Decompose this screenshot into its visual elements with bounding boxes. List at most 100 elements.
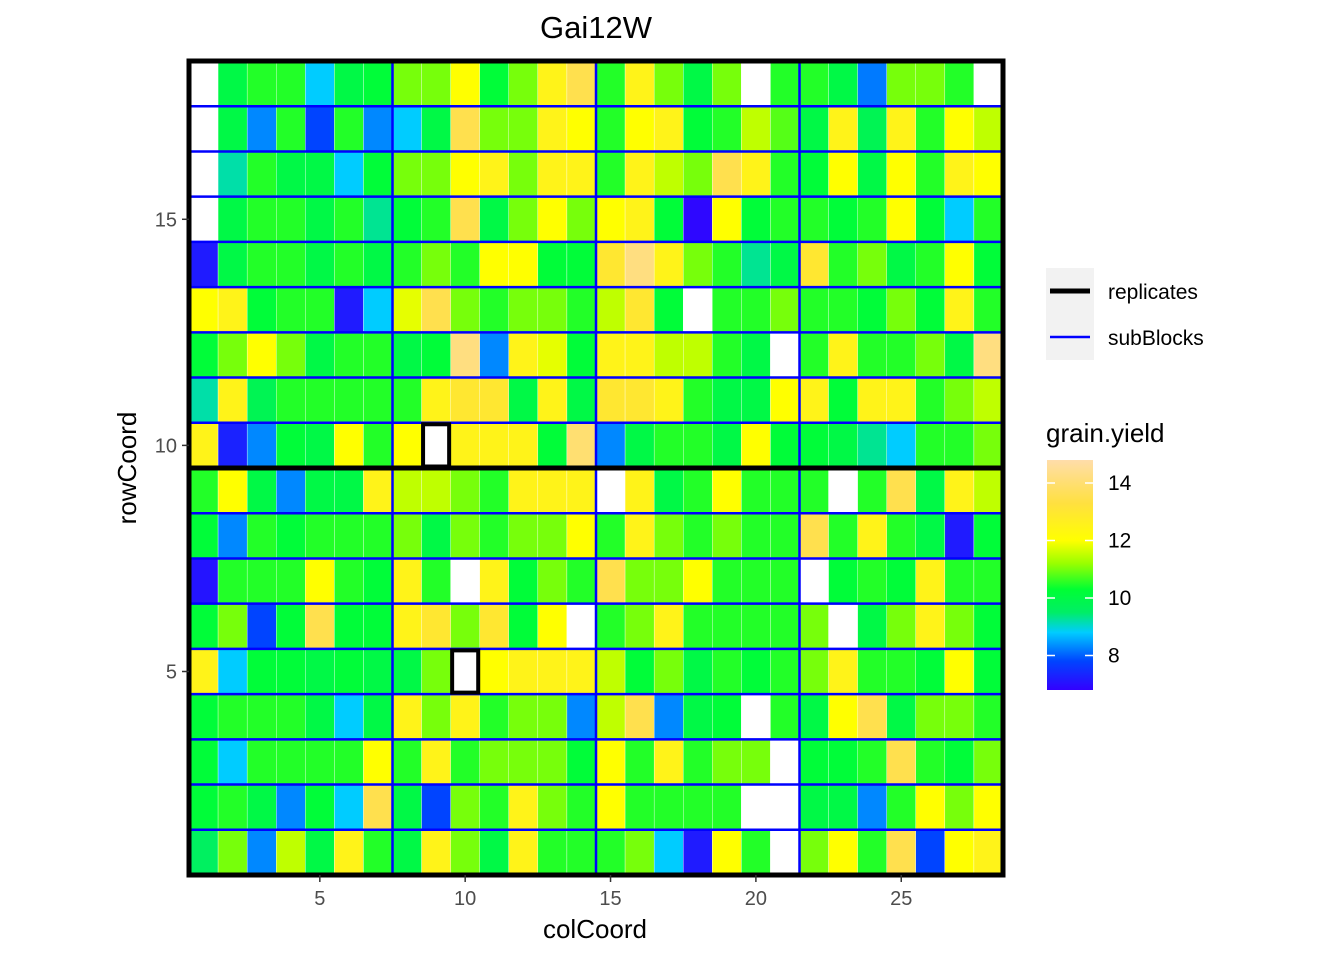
heatmap-cell: [334, 60, 364, 107]
heatmap-cell: [683, 603, 713, 650]
heatmap-cell: [653, 60, 684, 107]
heatmap-cell: [886, 603, 916, 650]
heatmap-cell: [799, 829, 829, 876]
heatmap-cell: [915, 784, 946, 830]
heatmap-cell: [595, 422, 626, 469]
heatmap-cell: [305, 196, 335, 243]
heatmap-cell: [392, 829, 422, 876]
heatmap-cell: [479, 648, 509, 695]
heatmap-cell: [653, 332, 684, 378]
heatmap-cell: [450, 603, 480, 650]
heatmap-cell: [305, 693, 335, 740]
heatmap-cell: [857, 106, 887, 152]
heatmap-cell: [624, 513, 655, 559]
heatmap-cell: [276, 106, 306, 152]
heatmap-cell: [421, 784, 451, 830]
heatmap-cell: [944, 829, 975, 876]
heatmap-cell: [857, 286, 887, 333]
heatmap-cell: [508, 106, 539, 152]
heatmap-cell: [886, 467, 916, 514]
heatmap-cell: [566, 60, 597, 107]
heatmap-cell: [653, 422, 684, 469]
heatmap-cell: [741, 648, 771, 695]
heatmap-cell: [479, 241, 509, 288]
heatmap-cell: [305, 648, 335, 695]
heatmap-cell: [188, 558, 219, 604]
heatmap-cell: [915, 693, 946, 740]
heatmap-cell: [683, 784, 713, 830]
heatmap-cell: [188, 332, 219, 378]
heatmap-cell: [653, 151, 684, 197]
heatmap-cell: [770, 467, 800, 514]
heatmap-cell: [799, 196, 829, 243]
heatmap-cell: [683, 467, 713, 514]
heatmap-cell: [944, 422, 975, 469]
heatmap-cell: [537, 648, 568, 695]
heatmap-cell: [595, 196, 626, 243]
heatmap-cell: [595, 784, 626, 830]
heatmap-cell: [799, 784, 829, 830]
heatmap-cell: [857, 829, 887, 876]
heatmap-cell: [508, 467, 539, 514]
heatmap-cell: [479, 784, 509, 830]
heatmap-cell: [683, 558, 713, 604]
heatmap-cell: [770, 332, 800, 378]
heatmap-cell: [276, 241, 306, 288]
heatmap-cell: [566, 151, 597, 197]
heatmap-cell: [276, 286, 306, 333]
heatmap-cell: [276, 332, 306, 378]
heatmap-cell: [712, 377, 742, 423]
heatmap-cell: [566, 286, 597, 333]
heatmap-cell: [188, 513, 219, 559]
heatmap-cell: [508, 829, 539, 876]
heatmap-cell: [799, 151, 829, 197]
heatmap-cell: [944, 106, 975, 152]
heatmap-cell: [479, 332, 509, 378]
heatmap-cell: [217, 106, 248, 152]
heatmap-cell: [566, 241, 597, 288]
heatmap-cell: [450, 558, 480, 604]
heatmap-cell: [246, 422, 277, 469]
heatmap-cell: [799, 241, 829, 288]
heatmap-cell: [828, 196, 858, 243]
heatmap-cell: [537, 603, 568, 650]
heatmap-cell: [334, 829, 364, 876]
heatmap-cell: [857, 196, 887, 243]
heatmap-cell: [653, 648, 684, 695]
heatmap-cell: [915, 286, 946, 333]
heatmap-cell: [799, 648, 829, 695]
heatmap-cell: [915, 196, 946, 243]
heatmap-cell: [334, 422, 364, 469]
heatmap-cell: [421, 196, 451, 243]
heatmap-cell: [305, 106, 335, 152]
heatmap-cell: [421, 286, 451, 333]
heatmap-cell: [537, 286, 568, 333]
heatmap-cell: [770, 286, 800, 333]
heatmap-cell: [886, 286, 916, 333]
heatmap-cell: [886, 648, 916, 695]
heatmap-cell: [217, 241, 248, 288]
heatmap-cell: [712, 829, 742, 876]
heatmap-cell: [944, 332, 975, 378]
heatmap-cell: [915, 603, 946, 650]
heatmap-cell: [305, 332, 335, 378]
heatmap-cell: [915, 422, 946, 469]
heatmap-cell: [188, 196, 219, 243]
heatmap-cell: [944, 60, 975, 107]
heatmap-cell: [624, 196, 655, 243]
heatmap-cell: [421, 377, 451, 423]
heatmap-cell: [421, 241, 451, 288]
heatmap-cell: [566, 693, 597, 740]
heatmap-cell: [421, 829, 451, 876]
heatmap-cell: [712, 106, 742, 152]
heatmap-cell: [653, 106, 684, 152]
heatmap-cell: [363, 332, 393, 378]
heatmap-cell: [363, 558, 393, 604]
heatmap-cell: [305, 151, 335, 197]
heatmap-cell: [712, 693, 742, 740]
heatmap-cell: [886, 784, 916, 830]
heatmap-cell: [363, 151, 393, 197]
heatmap-cell: [886, 693, 916, 740]
heatmap-cell: [537, 784, 568, 830]
heatmap-cell: [973, 693, 1004, 740]
